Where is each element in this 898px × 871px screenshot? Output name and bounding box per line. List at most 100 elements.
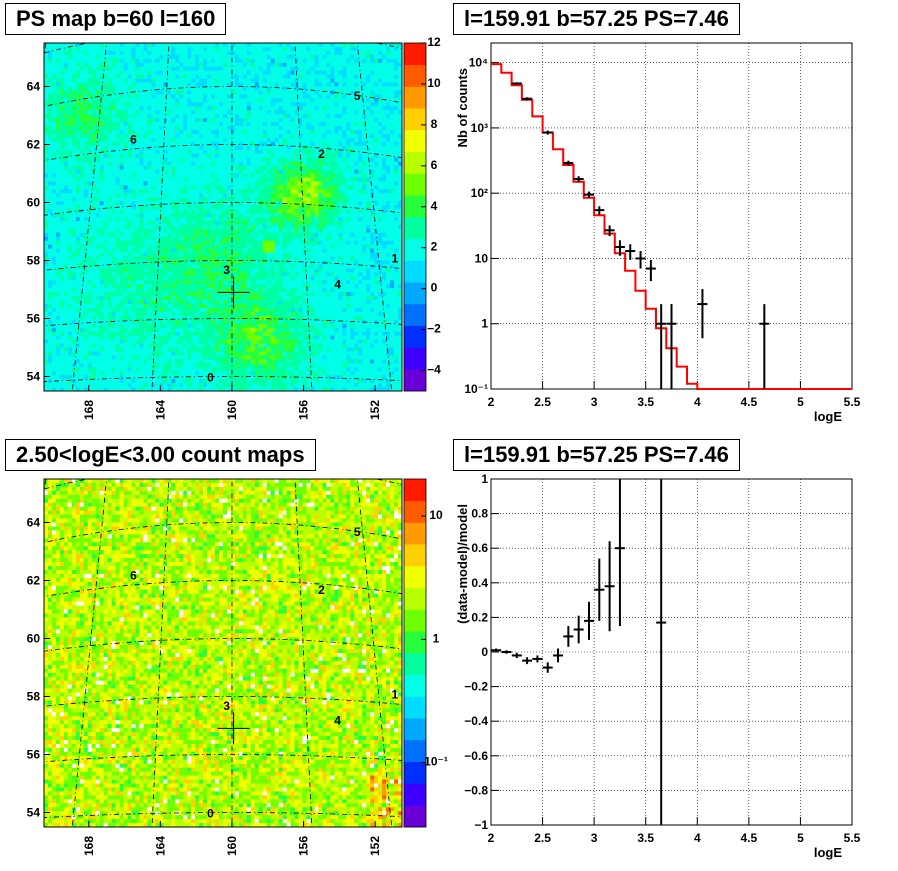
longitude-line <box>151 43 170 391</box>
residual-point <box>594 558 605 621</box>
colorbar-tick: 12 <box>427 35 441 49</box>
colorbar-tick: 10 <box>429 508 443 522</box>
residual-point <box>491 648 502 652</box>
count-map-source-labels: 0 1 2 3 4 5 6 <box>130 525 398 820</box>
x-tick-label: 4.5 <box>741 395 758 409</box>
source-label-0: 0 <box>207 371 214 385</box>
y-tick-label: 1 <box>481 472 488 486</box>
longitude-line <box>151 479 170 827</box>
x-tick-label: 5 <box>797 395 804 409</box>
source-label-6: 6 <box>130 569 137 583</box>
y-tick-label: 58 <box>27 254 41 268</box>
x-tick-label: 5 <box>797 831 804 845</box>
y-tick-label: 62 <box>27 574 41 588</box>
count-map-colorbar: 10 1 10⁻¹ <box>403 478 448 828</box>
x-tick-label: 5.5 <box>844 395 861 409</box>
y-tick-label: 64 <box>27 80 41 94</box>
data-point <box>614 240 625 256</box>
x-tick-label: 152 <box>368 400 382 420</box>
data-point <box>542 130 553 135</box>
source-label-1: 1 <box>391 688 398 702</box>
y-tick-label: 10⁻¹ <box>464 382 488 396</box>
residual-plot: 2 2.5 3 3.5 4 4.5 5 5.5 −1 −0.8 −0.6 −0.4 −0.2 0 0.2 0.… <box>455 472 861 860</box>
residual-point <box>563 626 574 647</box>
longitude-line <box>356 43 393 391</box>
residual-y-ticks: −1 −0.8 −0.6 −0.4 −0.2 0 0.2 0.4 0.6 0.8 1 <box>464 472 499 832</box>
colorbar-tick: 0 <box>431 281 438 295</box>
y-tick-label: 0.6 <box>471 541 488 555</box>
data-point <box>625 244 636 260</box>
residual-x-ticks: 2 2.5 3 3.5 4 4.5 5 5.5 <box>488 817 861 845</box>
data-point <box>583 191 594 199</box>
ps-map-y-ticks: 54 56 58 60 62 64 <box>27 80 50 384</box>
x-tick-label: 2.5 <box>534 831 551 845</box>
y-tick-label: 10⁴ <box>469 56 488 70</box>
y-tick-label: 0.2 <box>471 610 488 624</box>
x-tick-label: 4 <box>694 395 701 409</box>
y-tick-label: −0.6 <box>464 749 488 763</box>
residual-point <box>501 650 512 654</box>
ps-map-frame <box>43 42 403 392</box>
residual-point <box>604 541 615 632</box>
data-point <box>635 251 646 269</box>
x-tick-label: 168 <box>82 836 96 856</box>
data-point <box>511 82 522 85</box>
colorbar-tick: 10 <box>427 76 441 90</box>
x-tick-label: 4.5 <box>741 831 758 845</box>
longitude-line <box>294 43 313 391</box>
data-point <box>563 160 574 166</box>
ps-map-cells <box>44 43 403 392</box>
data-point <box>573 176 584 183</box>
longitude-line <box>356 479 393 827</box>
x-tick-label: 2.5 <box>534 395 551 409</box>
data-point <box>666 304 677 389</box>
y-tick-label: 60 <box>27 632 41 646</box>
x-tick-label: 152 <box>368 836 382 856</box>
count-map-position-marker <box>217 712 250 745</box>
latitude-line <box>44 86 402 107</box>
ps-map-colorbar: 12 10 8 6 4 2 0 −2 −4 <box>403 35 441 392</box>
ps-map-x-ticks: 168 164 160 156 152 <box>82 385 382 420</box>
ps-map-position-marker <box>217 276 250 309</box>
residual-title: l=159.91 b=57.25 PS=7.46 <box>453 439 740 471</box>
spectrum-y-axis-label: Nb of counts <box>455 68 470 147</box>
source-label-4: 4 <box>334 714 341 728</box>
spectrum-plot: 2 2.5 3 3.5 4 4.5 5 5.5 10⁻¹ 1 10 10² 10³ 10⁴ logE Nb o… <box>455 42 861 424</box>
colorbar-tick: 4 <box>431 199 438 213</box>
y-tick-label: −1 <box>474 818 488 832</box>
colorbar-tick: −4 <box>427 363 441 377</box>
spectrum-y-ticks: 10⁻¹ 1 10 10² 10³ 10⁴ <box>464 56 499 396</box>
x-tick-label: 3.5 <box>637 395 654 409</box>
x-tick-label: 5.5 <box>844 831 861 845</box>
data-point <box>522 97 533 101</box>
data-point <box>645 259 656 282</box>
residual-point <box>542 662 553 673</box>
x-tick-label: 164 <box>153 836 167 856</box>
spectrum-panel: l=159.91 b=57.25 PS=7.46 2 2.5 3 3.5 4 4.5 5 5.… <box>449 0 898 435</box>
residual-point <box>522 657 533 665</box>
x-tick-label: 156 <box>297 400 311 420</box>
residual-y-axis-label: (data-model)/model <box>455 504 470 624</box>
count-map-x-ticks: 168 164 160 156 152 <box>82 821 382 856</box>
source-label-2: 2 <box>318 583 325 597</box>
y-tick-label: −0.4 <box>464 714 488 728</box>
count-map-frame <box>43 478 403 828</box>
longitude-line <box>71 43 108 391</box>
residual-panel: l=159.91 b=57.25 PS=7.46 2 2.5 3 3.5 4 4.5 5 5.… <box>449 436 898 871</box>
count-map-grid <box>44 479 402 827</box>
y-tick-label: 10² <box>471 186 488 200</box>
x-tick-label: 156 <box>297 836 311 856</box>
y-tick-label: 60 <box>27 196 41 210</box>
y-tick-label: −0.2 <box>464 680 488 694</box>
residual-point <box>614 479 625 627</box>
residual-point <box>532 655 543 663</box>
y-tick-label: 62 <box>27 138 41 152</box>
model-spectrum-line <box>491 63 852 390</box>
residual-point <box>583 601 594 640</box>
y-tick-label: 0.4 <box>471 576 488 590</box>
data-point <box>697 289 708 339</box>
data-point <box>604 225 615 237</box>
longitude-line <box>294 479 313 827</box>
x-tick-label: 160 <box>225 836 239 856</box>
